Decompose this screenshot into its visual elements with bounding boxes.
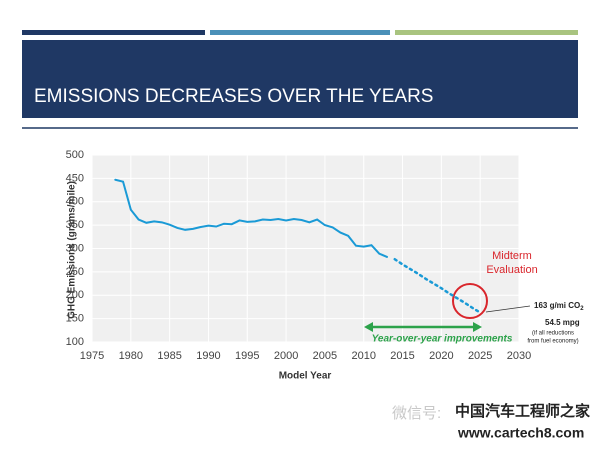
arrow-head [473,322,482,332]
x-axis-label: Model Year [279,371,332,382]
y-tick-label: 100 [66,336,84,348]
y-axis-label: GHG Emissions (grams/mile) [67,181,78,319]
x-tick-label: 1990 [196,350,220,362]
y-tick-label: 400 [66,196,84,208]
y-tick-label: 200 [66,289,84,301]
x-tick-label: 1995 [235,350,259,362]
stripe [22,30,205,35]
y-tick-label: 350 [66,219,84,231]
y-tick-label: 500 [66,149,84,161]
header-box [22,40,578,118]
data-line [393,258,482,314]
x-tick-label: 2000 [274,350,298,362]
x-tick-label: 1980 [119,350,143,362]
x-tick-label: 1985 [157,350,181,362]
x-tick-label: 2010 [351,350,375,362]
watermark: 中国汽车工程师之家 [455,402,590,420]
data-line [114,178,389,258]
x-tick-label: 2030 [507,350,531,362]
leader-line [485,305,531,313]
stripe [395,30,578,35]
annotation: Year-over-year improvements [372,334,513,345]
x-tick-label: 2005 [313,350,337,362]
x-tick-label: 1975 [80,350,104,362]
y-tick-label: 450 [66,172,84,184]
highlight-circle [452,283,488,319]
watermark: www.cartech8.com [457,425,584,441]
x-tick-label: 2020 [429,350,453,362]
stripe [210,30,390,35]
grid [91,154,520,343]
watermark: 微信号: [392,405,441,422]
arrow-head [364,322,373,332]
annotation: Evaluation [486,264,537,276]
y-tick-label: 150 [66,313,84,325]
y-tick-label: 300 [66,242,84,254]
annotation: 54.5 mpg [545,318,580,327]
x-tick-label: 2025 [468,350,492,362]
annotation: (if all reductions [532,331,574,337]
annotation: Midterm [492,250,532,262]
x-tick-label: 2015 [390,350,414,362]
y-tick-label: 250 [66,266,84,278]
annotation: from fuel economy) [527,339,578,345]
annotation: 163 g/mi CO2 [534,301,584,311]
slide-title: EMISSIONS DECREASES OVER THE YEARS [34,86,433,107]
